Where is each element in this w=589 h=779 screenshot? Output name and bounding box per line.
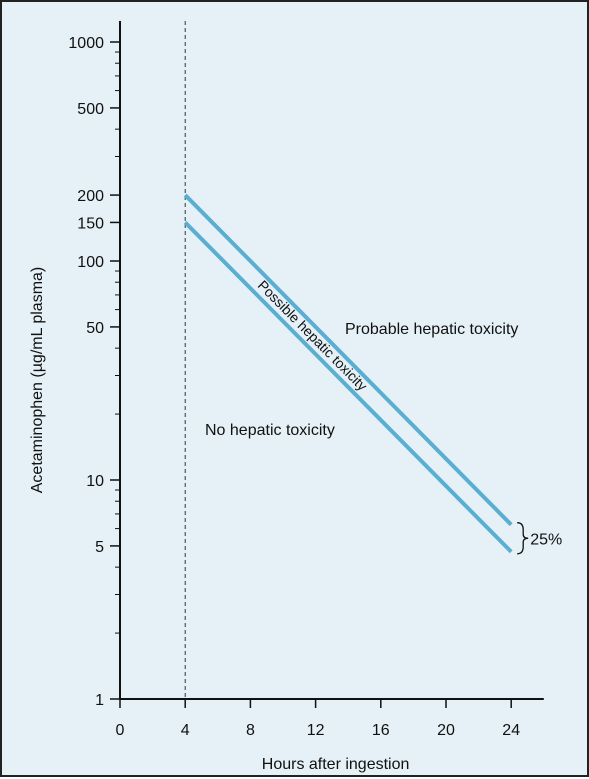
y-tick-label: 100 [77, 254, 104, 271]
y-tick-label: 50 [86, 320, 104, 337]
x-axis-title: Hours after ingestion [262, 756, 410, 773]
x-tick-label: 16 [372, 722, 390, 739]
no-toxicity-label: No hepatic toxicity [205, 422, 335, 439]
axis-layer [119, 21, 544, 700]
series-layer [183, 193, 513, 554]
upper-nomogram-line [183, 193, 513, 527]
bracket-percent-label: 25% [530, 531, 562, 548]
y-tick-label: 1000 [68, 35, 104, 52]
y-tick-label: 150 [77, 215, 104, 232]
y-tick-label: 500 [77, 101, 104, 118]
y-axis-title: Acetaminophen (µg/mL plasma) [29, 267, 46, 494]
y-tick-label: 10 [86, 473, 104, 490]
x-tick-label: 12 [307, 722, 325, 739]
x-tick-label: 8 [246, 722, 255, 739]
x-tick-label: 4 [181, 722, 190, 739]
y-tick-label: 5 [95, 539, 104, 556]
x-tick-label: 0 [116, 722, 125, 739]
x-tick-label: 24 [502, 722, 520, 739]
bracket-icon [517, 522, 529, 555]
y-tick-label: 1 [95, 692, 104, 709]
x-tick-label: 20 [437, 722, 455, 739]
tick-layer: 1 5 10 50 100 150 200 500 1000 0 4 8 12 16 20 24 [68, 35, 520, 739]
lower-nomogram-line [183, 221, 513, 554]
probable-toxicity-label: Probable hepatic toxicity [345, 321, 518, 338]
y-tick-label: 200 [77, 188, 104, 205]
